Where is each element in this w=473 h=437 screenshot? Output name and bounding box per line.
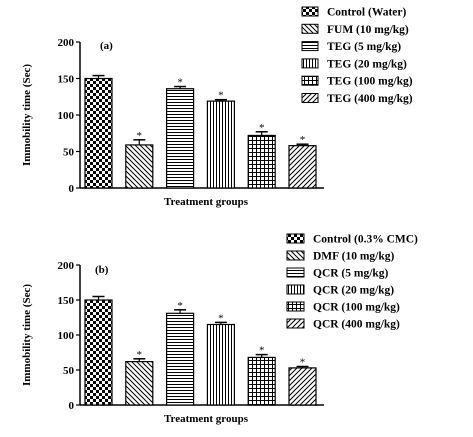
legend-swatch <box>286 301 305 312</box>
legend-swatch <box>301 23 319 34</box>
legend-label: TEG (400 mg/kg) <box>327 93 413 105</box>
legend-label: QCR (100 mg/kg) <box>313 302 400 314</box>
legend-label: Control (0.3% CMC) <box>313 234 418 246</box>
legend-swatch <box>286 233 305 244</box>
legend-label: QCR (400 mg/kg) <box>313 319 400 331</box>
legend-swatch <box>301 41 319 52</box>
legend-label: TEG (20 mg/kg) <box>327 58 407 70</box>
y-tick-label: 200 <box>58 260 75 272</box>
significance-marker: * <box>177 77 183 89</box>
bar <box>166 88 195 189</box>
legend-swatch <box>286 267 305 278</box>
x-axis-title: Treatment groups <box>164 413 249 425</box>
significance-marker: * <box>259 122 265 134</box>
y-tick-label: 50 <box>63 365 75 377</box>
legend-label: FUM (10 mg/kg) <box>327 24 409 36</box>
legend-panel-b: Control (0.3% CMC) DMF (10 mg/kg) QCR (5 m… <box>286 233 418 331</box>
significance-marker: * <box>177 300 183 312</box>
legend-swatch <box>286 318 305 329</box>
y-tick-label: 100 <box>58 330 75 342</box>
y-tick-label: 0 <box>69 183 75 195</box>
significance-marker: * <box>300 134 306 146</box>
bar <box>288 145 317 189</box>
significance-marker: * <box>300 357 306 369</box>
bar <box>125 361 154 406</box>
chart-panel-b: 0 50 100 150 200 Immobility time (Sec) Treatme… <box>21 260 324 425</box>
legend-label: QCR (20 mg/kg) <box>313 285 394 297</box>
panel-label: (a) <box>100 40 113 52</box>
bar <box>247 134 276 189</box>
significance-marker: * <box>137 130 143 142</box>
bar <box>206 100 235 189</box>
y-tick-label: 200 <box>58 37 75 49</box>
bar <box>247 356 276 406</box>
y-tick-label: 150 <box>58 74 75 86</box>
legend-label: QCR (5 mg/kg) <box>313 268 389 280</box>
significance-marker: * <box>259 345 265 357</box>
bar <box>206 323 235 406</box>
y-axis-title: Immobility time (Sec) <box>21 284 33 386</box>
legend-label: DMF (10 mg/kg) <box>313 251 395 263</box>
legend-swatch <box>286 284 305 295</box>
legend-label: TEG (5 mg/kg) <box>327 41 401 53</box>
legend-panel-a: Control (Water) FUM (10 mg/kg) TEG (5 mg/k… <box>301 6 413 105</box>
chart-panel-a: 0 50 100 150 200 Immobility time (Sec) Treatme… <box>21 37 324 208</box>
y-tick-label: 50 <box>63 147 75 159</box>
bar <box>166 312 195 406</box>
bar <box>125 144 154 189</box>
legend-label: TEG (100 mg/kg) <box>327 76 413 88</box>
legend-swatch <box>301 6 319 17</box>
significance-marker: * <box>218 312 224 324</box>
significance-marker: * <box>137 349 143 361</box>
y-axis-title: Immobility time (Sec) <box>21 64 33 166</box>
y-tick-label: 100 <box>58 110 75 122</box>
legend-swatch <box>301 75 319 86</box>
significance-marker: * <box>218 90 224 102</box>
y-tick-label: 0 <box>69 400 75 412</box>
legend-label: Control (Water) <box>327 7 406 19</box>
y-tick-label: 150 <box>58 295 75 307</box>
bar <box>288 367 317 406</box>
x-axis-title: Treatment groups <box>164 196 249 208</box>
legend-swatch <box>286 250 305 261</box>
legend-swatch <box>301 58 319 69</box>
panel-label: (b) <box>95 264 109 276</box>
legend-swatch <box>301 93 319 103</box>
bar <box>84 299 113 406</box>
bar <box>84 77 113 189</box>
